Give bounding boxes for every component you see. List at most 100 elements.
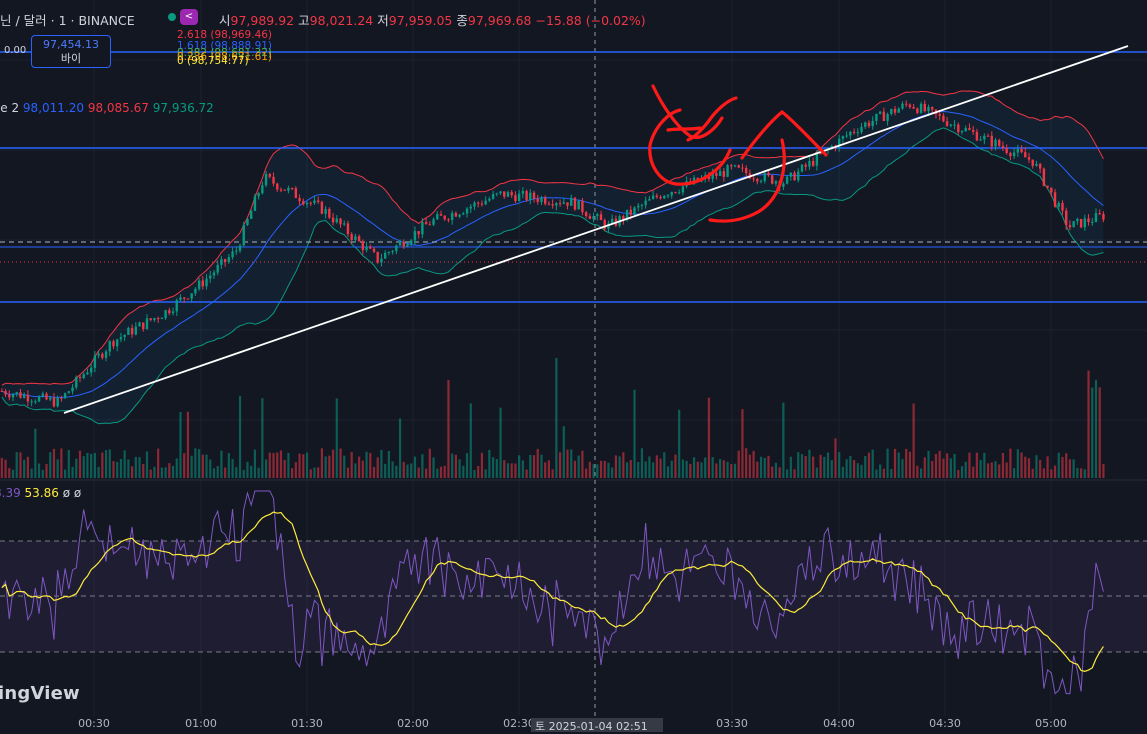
candle-body bbox=[346, 223, 350, 235]
volume-bar bbox=[1042, 468, 1045, 478]
candle-body bbox=[804, 164, 807, 167]
candle-body bbox=[1061, 202, 1064, 211]
candle-body bbox=[261, 185, 264, 194]
candle-body bbox=[235, 250, 238, 252]
candle-body bbox=[722, 171, 726, 177]
volume-bar bbox=[800, 454, 804, 478]
volume-bar bbox=[264, 459, 268, 478]
volume-bar bbox=[473, 469, 476, 478]
volume-bar bbox=[134, 456, 137, 478]
bb-name: se 2 bbox=[0, 101, 20, 115]
candle-body bbox=[994, 139, 997, 147]
volume-bar bbox=[406, 464, 409, 478]
candle-body bbox=[666, 195, 670, 197]
volume-bar bbox=[346, 467, 350, 478]
symbol-name[interactable]: 닌 / 달러 · 1 · BINANCE bbox=[0, 13, 135, 28]
candle-body bbox=[395, 245, 398, 252]
high-value: 98,021.24 bbox=[309, 13, 374, 28]
candle-body bbox=[536, 198, 539, 202]
volume-bar bbox=[864, 456, 867, 478]
candle-body bbox=[1005, 147, 1008, 153]
bb-legend[interactable]: se 2 98,011.20 98,085.67 97,936.72 bbox=[0, 101, 214, 115]
candle-body bbox=[711, 173, 714, 180]
candle-body bbox=[871, 120, 874, 127]
candle-body bbox=[964, 128, 967, 132]
candle-body bbox=[1065, 210, 1068, 226]
share-icon[interactable]: < bbox=[180, 9, 198, 25]
volume-bar bbox=[566, 449, 569, 478]
candle-body bbox=[320, 201, 324, 214]
volume-bar bbox=[235, 467, 238, 478]
volume-bar bbox=[97, 467, 100, 478]
volume-bar bbox=[596, 464, 599, 478]
volume-bar bbox=[4, 459, 7, 478]
candle-body bbox=[1091, 221, 1094, 223]
volume-bar bbox=[112, 461, 115, 478]
time-axis[interactable]: 00:30 01:00 01:30 02:00 02:30 03:30 04:0… bbox=[0, 716, 1147, 730]
rsi-legend[interactable]: 8.39 53.86 ø ø bbox=[0, 486, 81, 500]
volume-bar bbox=[812, 456, 815, 478]
candle-body bbox=[328, 208, 331, 218]
candle-body bbox=[238, 245, 242, 251]
candle-body bbox=[581, 200, 584, 213]
candle-body bbox=[945, 121, 949, 126]
candle-body bbox=[629, 209, 632, 215]
candle-body bbox=[1068, 225, 1072, 228]
candle-body bbox=[1098, 213, 1101, 215]
volume-bar bbox=[123, 450, 126, 478]
volume-bar bbox=[666, 466, 670, 478]
candle-body bbox=[171, 311, 175, 314]
volume-bar bbox=[551, 469, 554, 478]
volume-bar bbox=[640, 448, 644, 478]
candle-body bbox=[0, 390, 4, 392]
candle-body bbox=[774, 181, 778, 184]
candle-body bbox=[264, 173, 268, 186]
candle-body bbox=[990, 135, 993, 147]
open-label: 시 bbox=[219, 13, 231, 28]
candle-body bbox=[491, 194, 495, 199]
candle-body bbox=[37, 396, 41, 402]
ohlc-values: 시97,989.92 고98,021.24 저97,959.05 종97,969… bbox=[219, 10, 646, 29]
volume-bar bbox=[90, 453, 93, 478]
volume-bar bbox=[886, 448, 889, 478]
volume-bar bbox=[209, 459, 212, 478]
candle-body bbox=[160, 318, 164, 320]
candle-body bbox=[52, 397, 56, 407]
candle-body bbox=[465, 208, 469, 214]
volume-bar bbox=[838, 452, 841, 478]
horizontal-lines bbox=[0, 51, 1147, 303]
fib-legend: 2.618 (98,969.46) 1.618 (98,888.91) 0.38… bbox=[177, 30, 272, 67]
volume-bar bbox=[246, 461, 249, 478]
candle-body bbox=[123, 334, 126, 338]
candle-body bbox=[242, 225, 245, 246]
candle-body bbox=[283, 189, 286, 191]
volume-bar bbox=[711, 457, 714, 478]
volume-bar bbox=[614, 455, 618, 478]
buy-price-label[interactable]: 97,454.13 바이 bbox=[31, 35, 111, 68]
volume-bar bbox=[305, 452, 309, 478]
volume-bar bbox=[410, 463, 413, 478]
candle-body bbox=[421, 222, 424, 235]
candle-body bbox=[726, 165, 729, 177]
candle-body bbox=[923, 103, 926, 112]
candle-body bbox=[406, 244, 409, 247]
volume-bar bbox=[1057, 452, 1060, 478]
volume-bar bbox=[335, 398, 338, 478]
volume-bar bbox=[23, 459, 26, 478]
candle-body bbox=[1057, 202, 1060, 207]
candle-body bbox=[34, 401, 37, 403]
volume-bar bbox=[365, 451, 368, 478]
candle-body bbox=[532, 192, 536, 199]
volume-bar bbox=[741, 409, 744, 478]
bb-upper: 98,085.67 bbox=[87, 101, 149, 115]
candle-body bbox=[112, 341, 115, 347]
candle-body bbox=[305, 202, 309, 205]
candle-body bbox=[588, 216, 592, 219]
candle-body bbox=[49, 397, 52, 400]
candle-body bbox=[383, 252, 387, 259]
volume-bar bbox=[704, 457, 707, 478]
candle-body bbox=[986, 135, 990, 137]
candle-body bbox=[566, 202, 569, 206]
candle-body bbox=[231, 251, 234, 258]
